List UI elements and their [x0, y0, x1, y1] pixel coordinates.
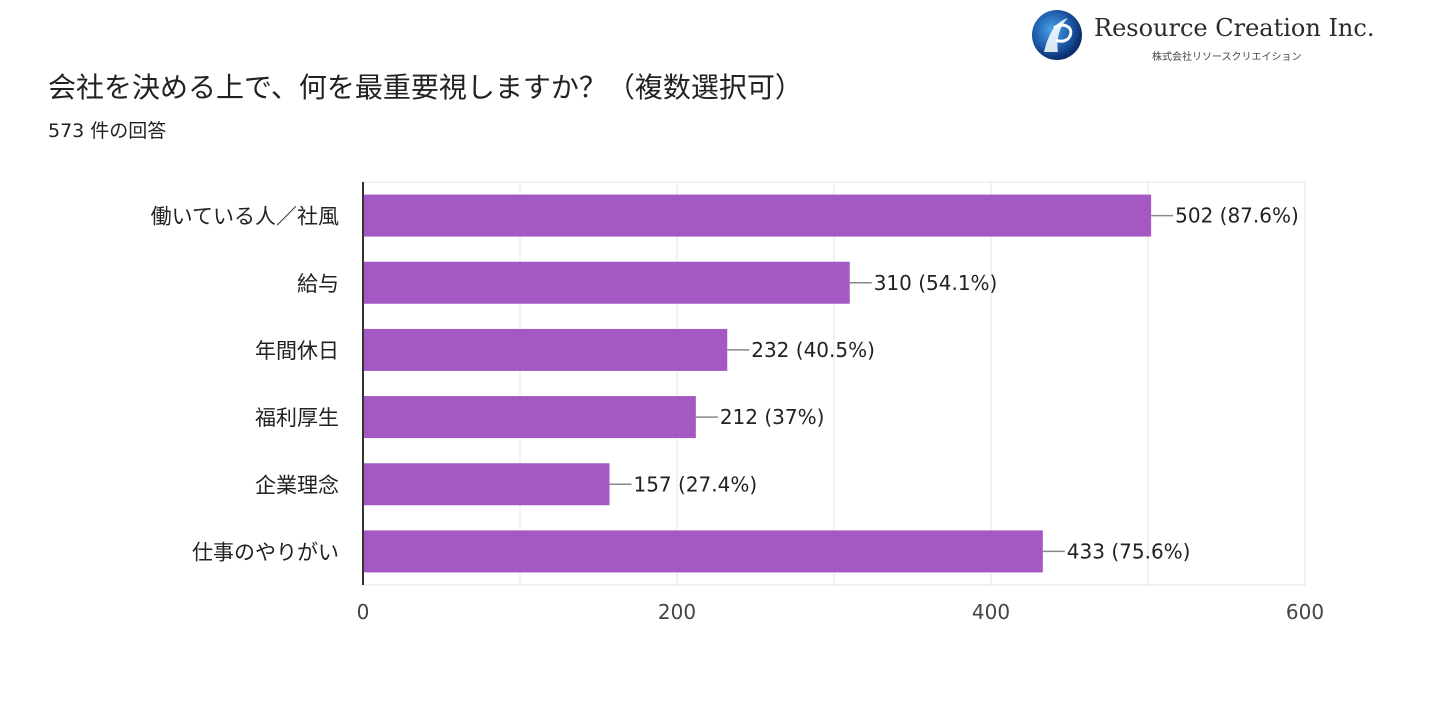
x-tick-label-0: 0 — [357, 600, 370, 624]
bar-1[interactable] — [363, 194, 1152, 237]
x-tick-label-200: 200 — [658, 600, 696, 624]
data-label-1: 502 (87.6%) — [1175, 204, 1299, 228]
category-label-6: 仕事のやりがい — [192, 540, 339, 564]
logo-company-subtitle: 株式会社リソースクリエイション — [1152, 52, 1302, 63]
company-logo: Resource Creation Inc. 株式会社リソースクリエイション — [1030, 8, 1430, 64]
data-label-4: 212 (37%) — [720, 405, 825, 429]
category-label-2: 給与 — [297, 272, 339, 296]
bar-4[interactable] — [363, 396, 696, 439]
data-label-2: 310 (54.1%) — [874, 271, 998, 295]
category-label-1: 働いている人／社風 — [151, 205, 339, 229]
data-label-3: 232 (40.5%) — [751, 338, 875, 362]
data-label-6: 433 (75.6%) — [1067, 539, 1191, 563]
logo-company-name: Resource Creation Inc. — [1094, 14, 1375, 42]
x-tick-label-400: 400 — [972, 600, 1010, 624]
bar-2[interactable] — [363, 261, 850, 304]
x-tick-label-600: 600 — [1286, 600, 1324, 624]
response-count: 573 件の回答 — [48, 120, 167, 142]
bar-6[interactable] — [363, 530, 1043, 573]
category-label-5: 企業理念 — [255, 473, 339, 497]
chart-title: 会社を決める上で、何を最重要視しますか？（複数選択可） — [48, 71, 803, 104]
bar-5[interactable] — [363, 463, 610, 506]
category-label-4: 福利厚生 — [255, 406, 339, 430]
data-label-5: 157 (27.4%) — [633, 472, 757, 496]
category-label-3: 年間休日 — [255, 339, 339, 363]
bar-3[interactable] — [363, 328, 728, 371]
logo-emblem-icon — [1032, 10, 1082, 60]
